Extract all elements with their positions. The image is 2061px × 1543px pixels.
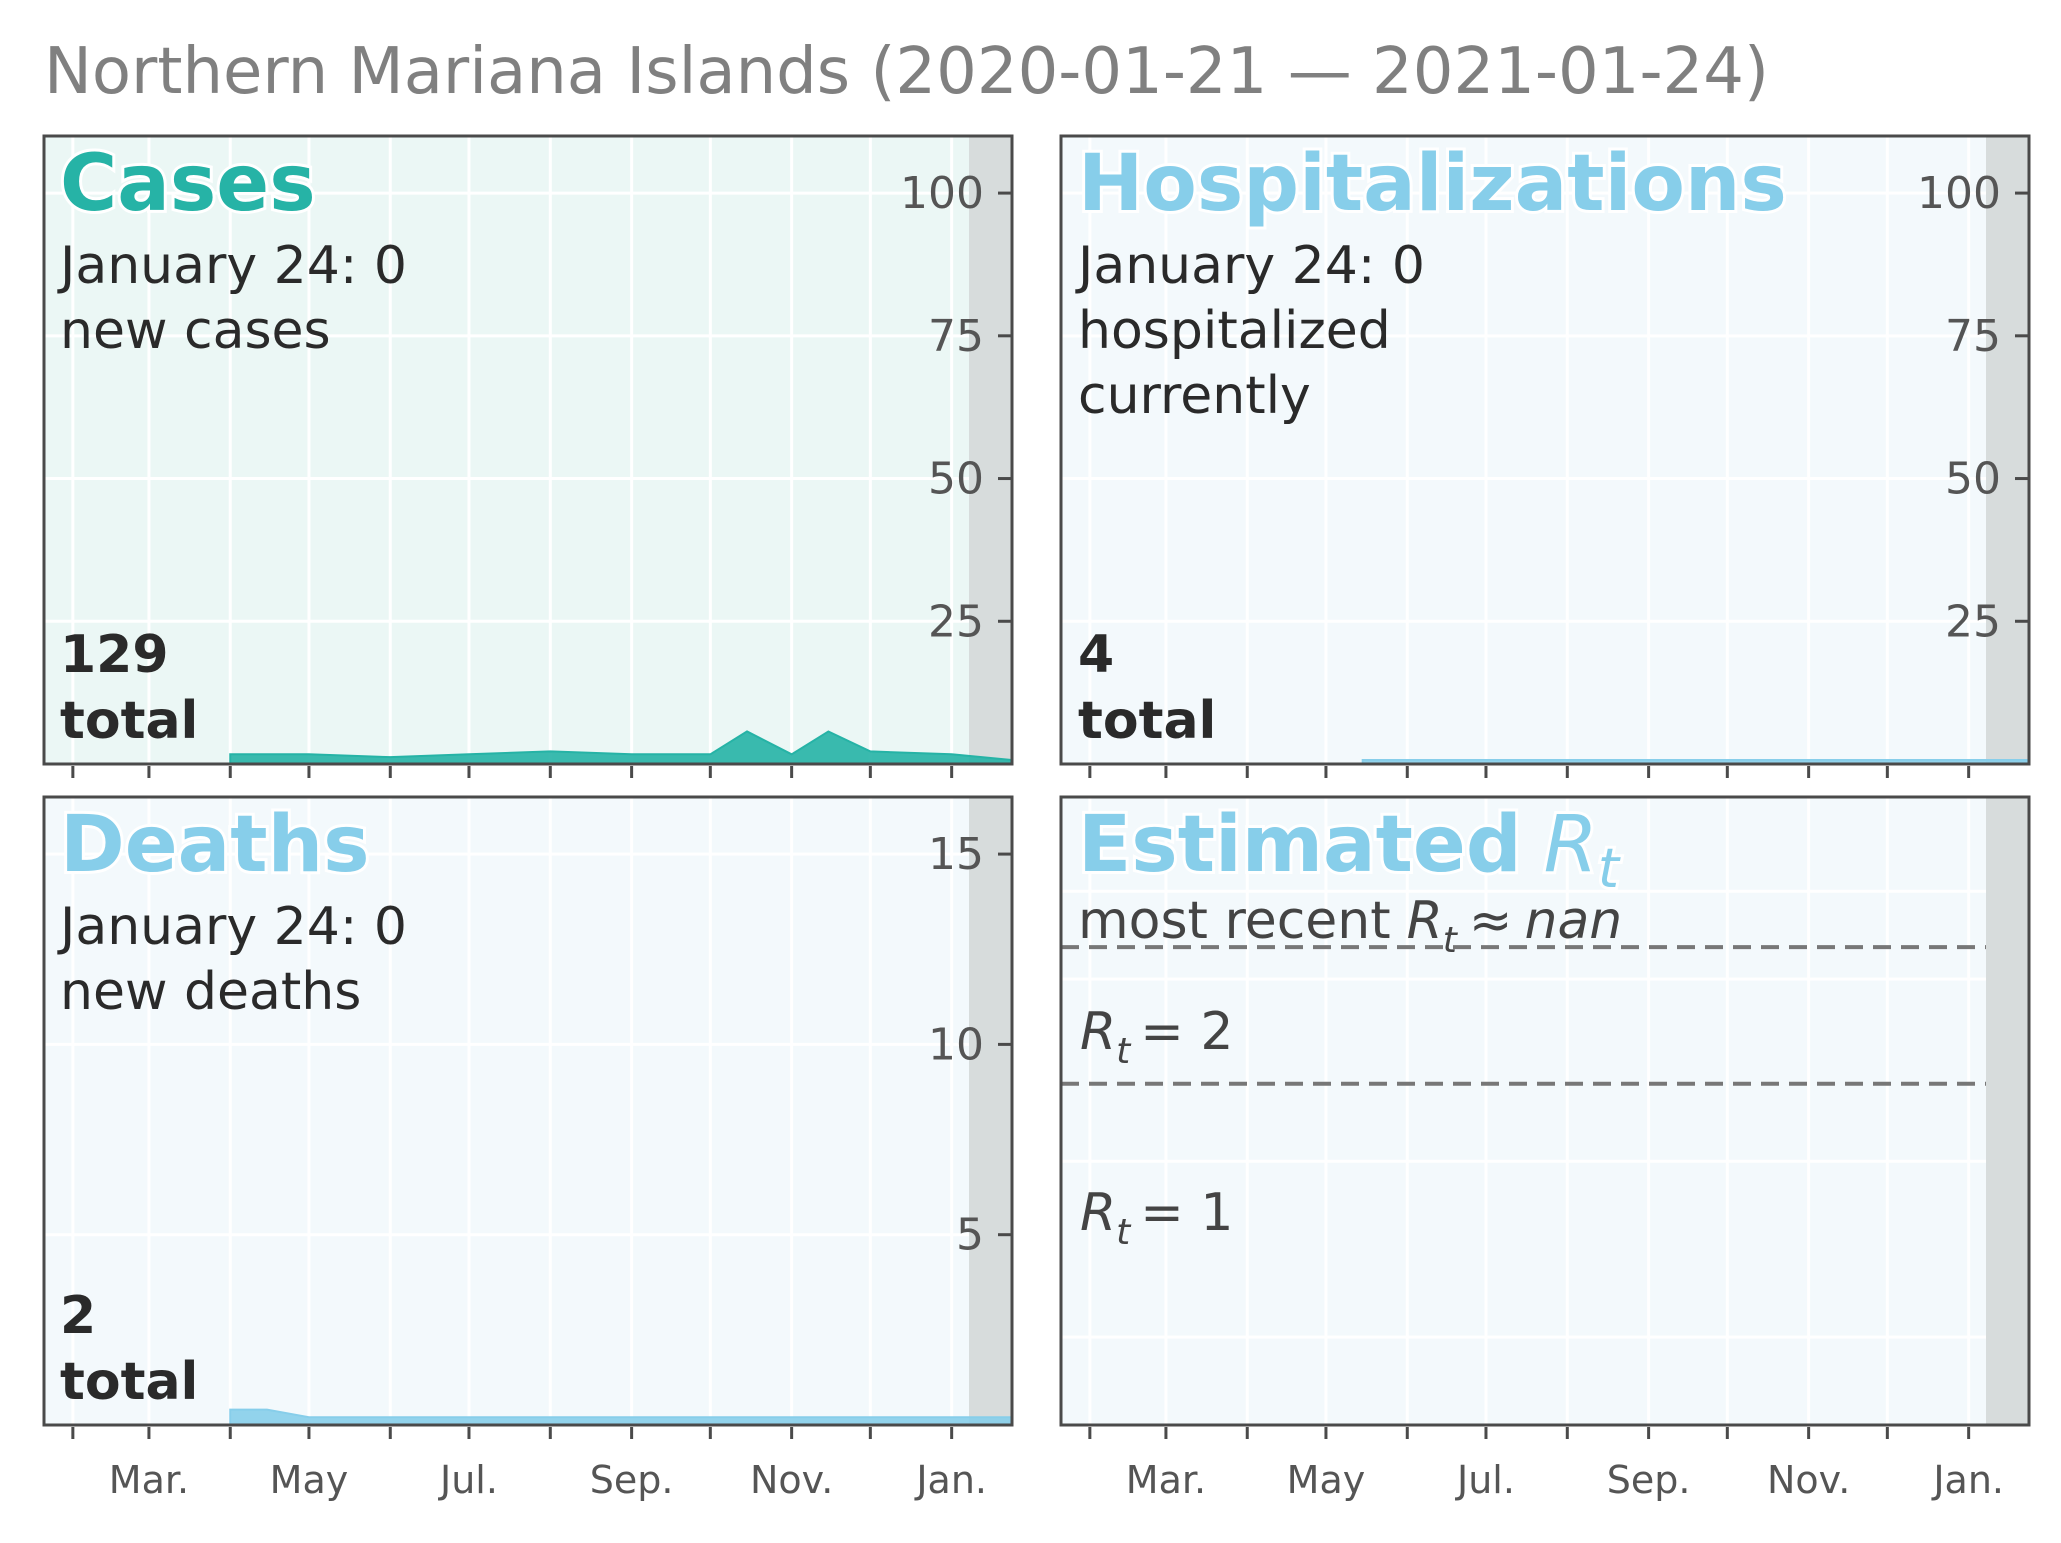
rt-reference-lines — [1061, 945, 1986, 1086]
y-tick-label: 100 — [1917, 168, 2001, 219]
deaths-gridlines — [44, 797, 1012, 1425]
rt-recent-prefix: most recent — [1078, 891, 1391, 951]
rt-recent-value: nan — [1524, 891, 1622, 951]
y-tick-label: 50 — [928, 454, 984, 505]
x-tick-label: Jul. — [438, 1458, 498, 1502]
rt-recent-symbol: R — [1407, 891, 1443, 951]
hosp-total-label: total — [1078, 691, 1216, 751]
rt-ref1-sub: t — [1116, 1212, 1132, 1253]
deaths-total-value: 2 — [60, 1286, 96, 1346]
y-tick-label: 5 — [956, 1210, 984, 1261]
rt-recent-sub: t — [1443, 920, 1459, 961]
deaths-recent-shade — [969, 797, 1012, 1425]
x-tick-label: Nov. — [1767, 1458, 1850, 1502]
deaths-heading: Deaths — [60, 800, 370, 890]
cases-frame — [42, 134, 1014, 766]
deaths-date-line: January 24: 0 — [57, 897, 407, 957]
y-tick-label: 100 — [900, 168, 984, 219]
rt-panel: Mar. May Jul. Sep. Nov. Jan. Estimated Rt most… — [1059, 795, 2031, 1502]
cases-y-axis: 25 50 75 100 — [900, 168, 1012, 647]
rt-x-axis: Mar. May Jul. Sep. Nov. Jan. — [1088, 1427, 2004, 1502]
x-tick-label: Sep. — [590, 1458, 674, 1502]
x-tick-label: Jan. — [914, 1458, 987, 1502]
cases-total-value: 129 — [60, 625, 169, 685]
x-tick-label: Nov. — [750, 1458, 833, 1502]
rt-heading: Estimated Rt — [1078, 800, 1621, 900]
deaths-panel: 5 10 15 Mar. May Jul. Sep. Nov. Jan. Deaths Jan… — [42, 795, 1014, 1502]
rt-ref2-symbol: R — [1080, 1002, 1116, 1062]
hosp-recent-shade — [1986, 136, 2029, 764]
y-tick-label: 25 — [1945, 596, 2001, 647]
y-tick-label: 75 — [1945, 311, 2001, 362]
rt-frame — [1059, 795, 2031, 1427]
rt-heading-word: Estimated — [1078, 800, 1522, 890]
x-tick-label: Sep. — [1607, 1458, 1691, 1502]
cases-total-label: total — [60, 691, 198, 751]
hosp-heading: Hospitalizations — [1078, 139, 1787, 229]
rt-ref2-sub: t — [1116, 1031, 1132, 1072]
rt-recent-shade — [1986, 797, 2029, 1425]
x-tick-label: Mar. — [109, 1458, 189, 1502]
cases-gridlines — [44, 136, 1012, 764]
y-tick-label: 75 — [928, 311, 984, 362]
x-tick-label: Jan. — [1931, 1458, 2004, 1502]
rt-ref1-symbol: R — [1080, 1183, 1116, 1243]
x-tick-label: May — [1287, 1458, 1366, 1502]
x-tick-label: May — [270, 1458, 349, 1502]
cases-plot-background — [44, 136, 1012, 764]
cases-date-line: January 24: 0 — [57, 236, 407, 296]
deaths-x-axis: Mar. May Jul. Sep. Nov. Jan. — [71, 1427, 987, 1502]
rt-ref2-eq: = 2 — [1140, 1002, 1233, 1062]
rt-recent-approx: ≈ — [1469, 891, 1513, 951]
deaths-unit-line: new deaths — [60, 962, 361, 1022]
rt-plot-background — [1061, 797, 2029, 1425]
y-tick-label: 10 — [928, 1019, 984, 1070]
hosp-date-line: January 24: 0 — [1075, 236, 1425, 296]
rt-ref1-eq: = 1 — [1140, 1183, 1233, 1243]
hosp-unit-line-2: currently — [1078, 366, 1311, 426]
cases-unit-line: new cases — [60, 301, 331, 361]
cases-x-ticks — [71, 766, 954, 778]
hosp-plot-background — [1061, 136, 2029, 764]
cases-heading: Cases — [60, 139, 316, 229]
deaths-y-axis: 5 10 15 — [928, 829, 1012, 1261]
cases-area-series — [229, 730, 1013, 765]
hosp-gridlines — [1061, 136, 2029, 764]
y-tick-label: 25 — [928, 596, 984, 647]
hosp-y-axis: 25 50 75 100 — [1917, 168, 2029, 647]
rt-heading-sub: t — [1598, 837, 1621, 900]
x-tick-label: Jul. — [1455, 1458, 1515, 1502]
hosp-x-ticks — [1088, 766, 1971, 778]
y-tick-label: 15 — [928, 829, 984, 880]
rt-heading-symbol: R — [1544, 800, 1598, 890]
hosp-total-value: 4 — [1078, 625, 1114, 685]
figure-title: Northern Mariana Islands (2020-01-21 — 2… — [44, 35, 1769, 109]
deaths-plot-background — [44, 797, 1012, 1425]
deaths-frame — [42, 795, 1014, 1427]
rt-recent-line: most recent Rt ≈ nan — [1078, 891, 1622, 961]
hospitalizations-panel: 25 50 75 100 Hospitalizations January 24: 0… — [1059, 134, 2031, 778]
rt-ref2-label: Rt = 2 — [1080, 1002, 1233, 1072]
cases-recent-shade — [969, 136, 1012, 764]
y-tick-label: 50 — [1945, 454, 2001, 505]
hosp-frame — [1059, 134, 2031, 766]
hosp-unit-line: hospitalized — [1078, 301, 1391, 361]
x-tick-label: Mar. — [1126, 1458, 1206, 1502]
deaths-total-label: total — [60, 1352, 198, 1412]
rt-ref1-label: Rt = 1 — [1080, 1183, 1233, 1253]
rt-gridlines — [1061, 797, 2029, 1425]
